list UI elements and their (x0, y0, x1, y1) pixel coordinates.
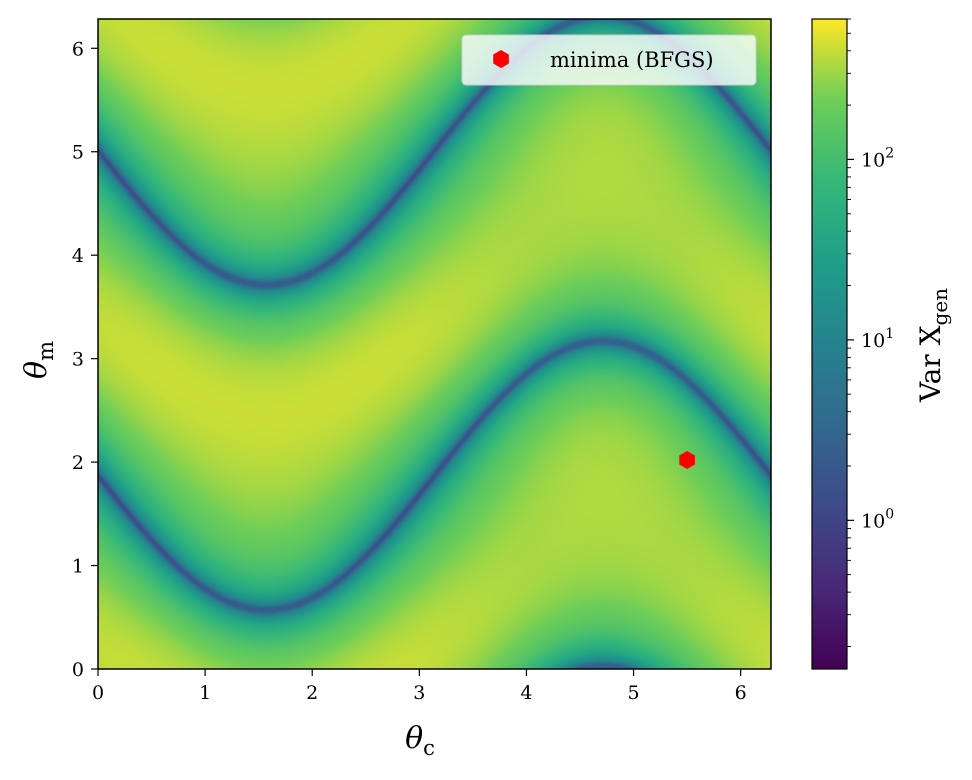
y-tick-label: 2 (72, 452, 84, 474)
x-tick-label: 4 (520, 682, 532, 704)
legend-box (461, 34, 757, 86)
colorbar-tick-label: 100 (861, 506, 894, 532)
x-tick-label: 2 (306, 682, 318, 704)
x-tick-label: 5 (628, 682, 640, 704)
colorbar-gradient (812, 19, 847, 669)
plot-frame (97, 18, 772, 670)
legend: minima (BFGS) (461, 34, 757, 86)
markers-layer (679, 451, 695, 470)
y-tick-label: 5 (72, 142, 84, 164)
x-tick-label: 1 (199, 682, 211, 704)
x-tick-label: 3 (413, 682, 425, 704)
y-axis: 0 1 2 3 4 5 6 (72, 38, 98, 681)
y-tick-label: 4 (72, 245, 84, 267)
legend-marker-minima (493, 50, 509, 68)
y-tick-label: 6 (72, 38, 84, 60)
x-axis-label: θc (405, 721, 435, 760)
y-tick-label: 3 (72, 349, 84, 371)
y-axis-label: θm (19, 341, 58, 379)
colorbar-ticks: 100 101 102 (847, 18, 894, 647)
x-tick-label: 0 (92, 682, 104, 704)
y-tick-label: 1 (72, 556, 84, 578)
minima-marker (679, 451, 695, 470)
colorbar-tick-label: 101 (861, 326, 894, 352)
y-tick-label: 0 (72, 659, 84, 681)
colorbar-frame (811, 18, 848, 670)
colorbar-tick-label: 102 (861, 145, 894, 171)
heatmap (98, 19, 771, 669)
colorbar: 100 101 102 Var Xgen (811, 18, 952, 670)
x-tick-label: 6 (735, 682, 747, 704)
colorbar-label: Var Xgen (914, 288, 952, 403)
heatmap-image (98, 19, 771, 669)
legend-label-minima: minima (BFGS) (550, 48, 714, 72)
x-axis: 0 1 2 3 4 5 6 (92, 669, 747, 704)
